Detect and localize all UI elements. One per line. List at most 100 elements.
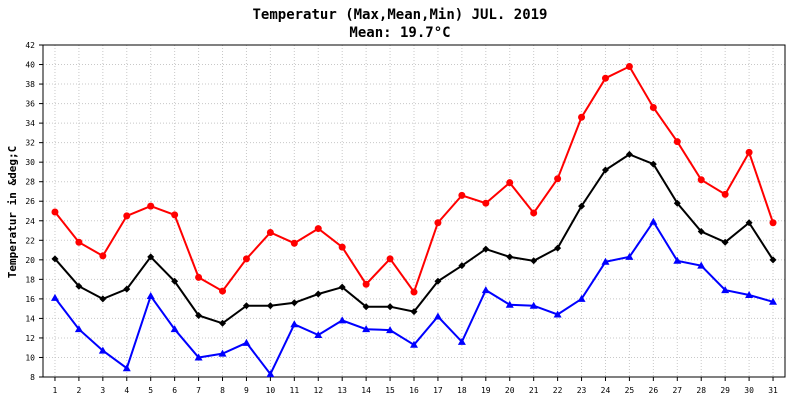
data-point-mean <box>99 295 107 303</box>
data-point-max <box>51 208 59 216</box>
data-point-max <box>601 74 609 82</box>
x-tick-label: 7 <box>196 386 201 395</box>
data-point-min <box>481 286 490 294</box>
x-tick-label: 4 <box>124 386 129 395</box>
data-point-max <box>482 199 490 207</box>
x-tick-label: 10 <box>266 386 276 395</box>
x-tick-label: 16 <box>409 386 419 395</box>
data-point-mean <box>314 290 322 298</box>
data-point-min <box>745 290 754 298</box>
data-point-mean <box>123 285 131 293</box>
data-point-min <box>410 340 418 348</box>
data-point-min <box>721 286 730 294</box>
data-point-min <box>697 261 706 269</box>
x-tick-label: 23 <box>577 386 587 395</box>
data-point-min <box>601 257 610 265</box>
data-point-max <box>530 209 538 217</box>
x-tick-label: 29 <box>720 386 730 395</box>
y-tick-label: 30 <box>25 158 35 167</box>
data-point-mean <box>697 228 705 236</box>
data-point-max <box>673 138 681 146</box>
x-tick-label: 15 <box>385 386 395 395</box>
data-point-min <box>266 370 275 378</box>
data-point-mean <box>578 202 586 210</box>
y-tick-label: 36 <box>25 100 35 109</box>
data-point-mean <box>242 302 250 310</box>
data-point-mean <box>386 303 394 311</box>
x-tick-label: 8 <box>220 386 225 395</box>
data-point-min <box>314 331 323 339</box>
data-point-mean <box>458 262 466 270</box>
x-tick-label: 19 <box>481 386 491 395</box>
series <box>50 62 778 378</box>
data-point-mean <box>219 319 227 327</box>
y-tick-label: 16 <box>25 295 35 304</box>
data-point-mean <box>649 160 657 168</box>
data-point-mean <box>554 244 562 252</box>
x-tick-label: 1 <box>53 386 58 395</box>
data-point-max <box>410 288 418 296</box>
data-point-max <box>266 228 274 236</box>
data-point-min <box>625 252 634 260</box>
data-point-mean <box>530 257 538 265</box>
y-tick-label: 28 <box>25 178 35 187</box>
data-point-min <box>74 325 83 333</box>
data-point-min <box>98 346 107 354</box>
data-point-min <box>290 320 299 328</box>
x-tick-label: 26 <box>649 386 659 395</box>
data-point-min <box>553 310 562 318</box>
x-tick-label: 17 <box>433 386 443 395</box>
data-point-min <box>673 256 682 264</box>
data-point-mean <box>362 303 370 311</box>
data-point-min <box>122 364 131 372</box>
data-point-min <box>386 326 395 334</box>
y-tick-label: 18 <box>25 275 35 284</box>
y-tick-label: 42 <box>25 41 35 50</box>
data-point-mean <box>506 253 514 261</box>
data-point-mean <box>410 308 418 316</box>
data-point-mean <box>338 283 346 291</box>
data-point-mean <box>625 150 633 158</box>
data-point-max <box>242 255 250 263</box>
data-point-max <box>458 191 466 199</box>
data-point-max <box>721 190 729 198</box>
y-tick-label: 8 <box>30 373 35 382</box>
data-point-max <box>362 280 370 288</box>
data-point-max <box>75 238 83 246</box>
data-point-mean <box>51 255 59 263</box>
data-point-min <box>433 312 442 320</box>
x-tick-label: 6 <box>172 386 177 395</box>
x-tick-label: 2 <box>76 386 81 395</box>
data-point-mean <box>147 253 155 261</box>
data-point-mean <box>601 166 609 174</box>
data-point-min <box>50 293 59 301</box>
data-point-mean <box>195 311 203 319</box>
data-point-mean <box>745 219 753 227</box>
x-tick-label: 28 <box>696 386 706 395</box>
data-point-min <box>529 301 538 309</box>
data-point-max <box>554 175 562 183</box>
y-tick-label: 20 <box>25 256 35 265</box>
x-tick-label: 13 <box>337 386 347 395</box>
y-tick-label: 34 <box>25 119 35 128</box>
chart-title: Temperatur (Max,Mean,Min) JUL. 2019 <box>252 7 547 23</box>
x-tick-label: 25 <box>625 386 635 395</box>
data-point-min <box>649 217 658 225</box>
chart-subtitle: Mean: 19.7°C <box>349 25 450 41</box>
data-point-max <box>219 287 227 295</box>
data-point-max <box>697 176 705 184</box>
data-point-min <box>505 300 514 308</box>
data-point-max <box>314 225 322 233</box>
data-point-max <box>195 273 203 281</box>
x-tick-label: 12 <box>313 386 323 395</box>
data-point-min <box>194 353 203 361</box>
y-tick-label: 12 <box>25 334 35 343</box>
x-tick-label: 18 <box>457 386 467 395</box>
data-point-min <box>362 325 371 333</box>
data-point-min <box>146 291 155 299</box>
x-tick-label: 30 <box>744 386 754 395</box>
data-point-min <box>170 325 179 333</box>
y-axis-label: Temperatur in &deg;C <box>6 146 19 278</box>
data-point-max <box>769 219 777 227</box>
